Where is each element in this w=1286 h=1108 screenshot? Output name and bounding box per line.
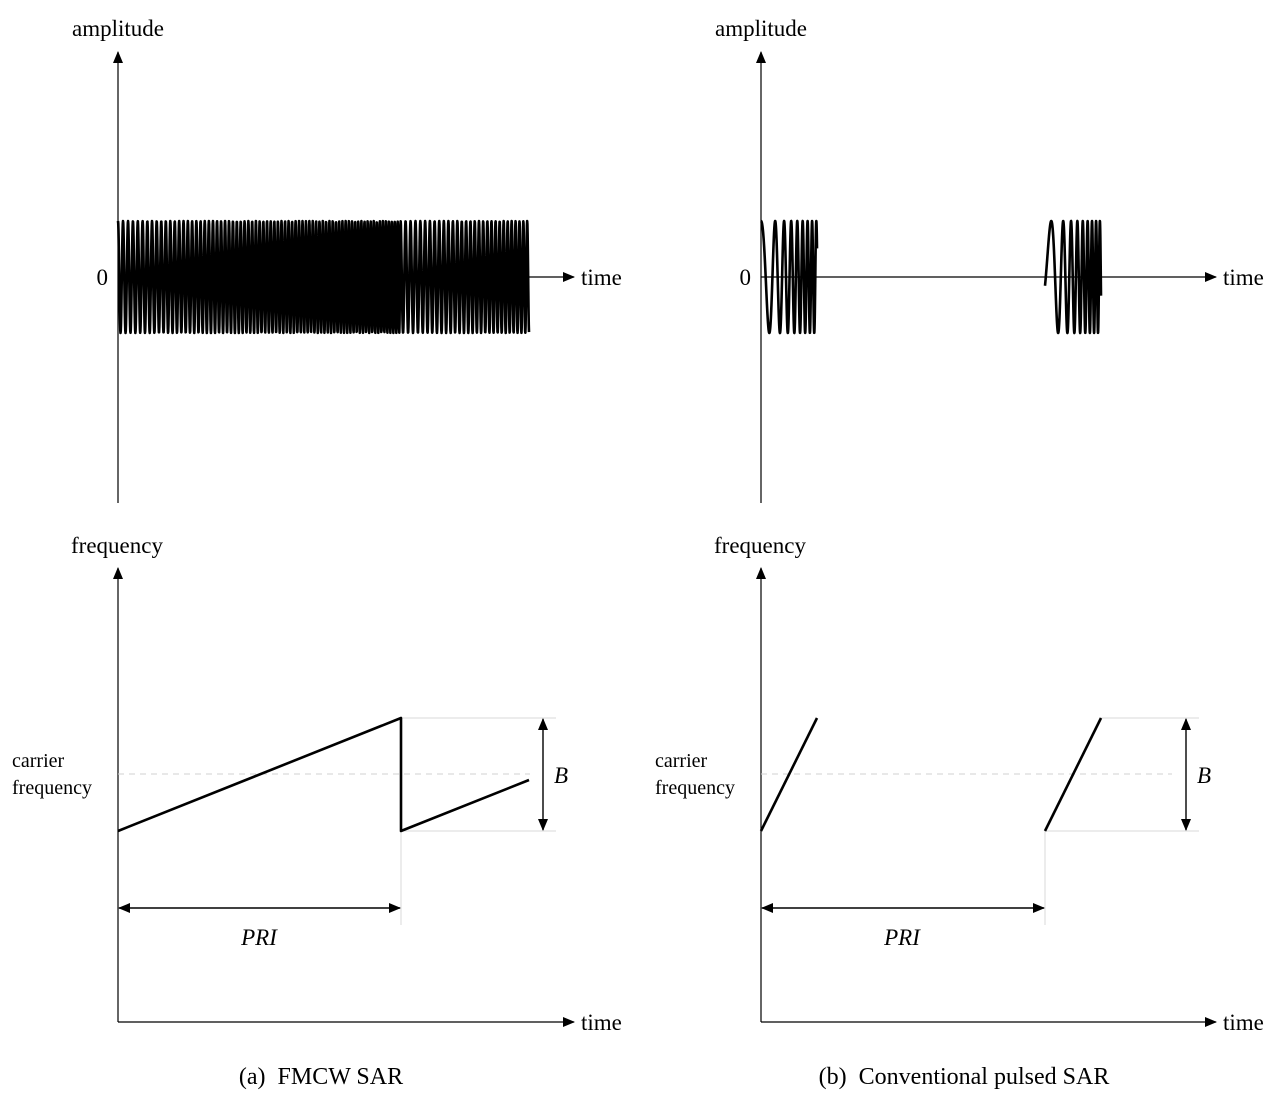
panel-b-frequency-plot: frequency time carrier frequency B PRI [655,533,1264,1035]
panel-a-frequency-sweep [117,716,530,833]
panel-b-zero-label: 0 [740,265,752,290]
panel-b-pri-label: PRI [883,925,921,950]
panel-b: amplitude 0 time frequency time carrier … [655,16,1264,1090]
panel-b-bandwidth-label: B [1197,763,1211,788]
panel-b-pulse-2-waveform [1043,219,1103,335]
panel-b-carrier-label-line2: frequency [655,777,735,799]
panel-a-frequency-plot: frequency time carrier frequency B PRI [12,533,622,1035]
panel-b-frequency-pulse-1 [759,717,819,832]
panel-a-pri-label: PRI [240,925,278,950]
panel-b-amplitude-plot: amplitude 0 time [715,16,1264,503]
panel-a-frequency-label: frequency [71,533,163,558]
panel-a-carrier-label-line1: carrier [12,750,65,772]
panel-a-amplitude-plot: amplitude 0 time [72,16,622,503]
panel-a-chirp-waveform [116,219,531,335]
panel-a: amplitude 0 time frequency time carrier … [12,16,622,1090]
panel-a-zero-label: 0 [97,265,109,290]
panel-b-pulse-1-waveform [759,219,819,335]
panel-a-time-label-bottom: time [581,1010,622,1035]
panel-b-caption: (b) Conventional pulsed SAR [819,1064,1110,1090]
panel-b-time-label-top: time [1223,265,1264,290]
panel-b-amplitude-label: amplitude [715,16,807,41]
panel-b-time-label-bottom: time [1223,1010,1264,1035]
panel-a-carrier-label-line2: frequency [12,777,92,799]
panel-a-caption: (a) FMCW SAR [239,1064,403,1090]
panel-a-time-label-top: time [581,265,622,290]
panel-a-bandwidth-label: B [554,763,568,788]
panel-a-amplitude-label: amplitude [72,16,164,41]
panel-b-frequency-pulse-2 [1043,717,1103,832]
panel-b-carrier-label-line1: carrier [655,750,708,772]
panel-b-frequency-label: frequency [714,533,806,558]
